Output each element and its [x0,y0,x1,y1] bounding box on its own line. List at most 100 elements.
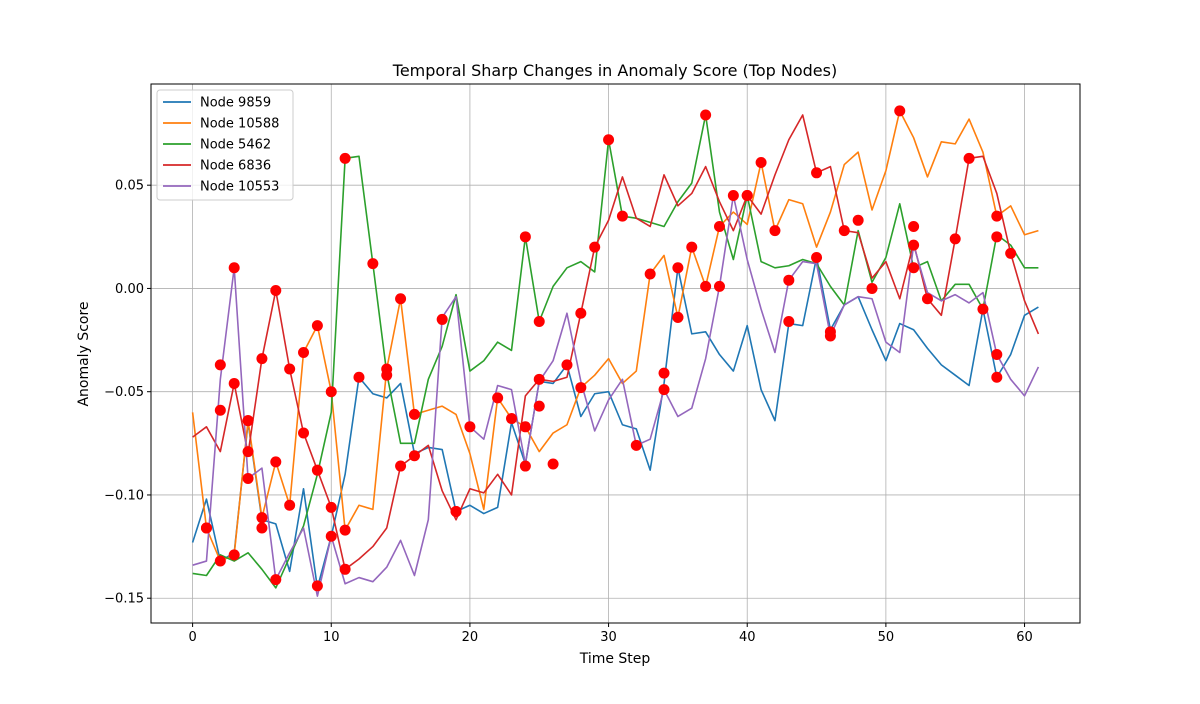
sharp-change-marker [311,580,323,592]
sharp-change-marker [519,421,531,433]
sharp-change-marker [589,241,601,253]
series-line-node-6836 [192,114,1040,571]
sharp-change-marker [339,524,351,536]
sharp-change-marker [700,109,712,121]
legend-label: Node 10588 [200,117,279,132]
y-axis-label: Anomaly Score [76,301,92,406]
sharp-change-marker [284,499,296,511]
sharp-change-marker [311,320,323,332]
sharp-change-marker [700,280,712,292]
series-line-node-5462 [192,114,1039,589]
sharp-change-marker [908,239,920,251]
sharp-change-marker [727,190,739,202]
sharp-change-marker [616,210,628,222]
sharp-change-marker [311,464,323,476]
sharp-change-marker [395,460,407,472]
sharp-change-marker [228,377,240,389]
legend: Node 9859 Node 10588 Node 5462 Node 6836 Nod… [156,89,294,201]
series-lines [191,110,1040,597]
sharp-change-marker [214,404,226,416]
sharp-change-marker [395,293,407,305]
sharp-change-marker [658,384,670,396]
sharp-change-marker [630,439,642,451]
y-tick-label: −0.10 [104,488,144,503]
legend-label: Node 5462 [200,138,271,153]
sharp-change-marker [575,382,587,394]
sharp-change-marker [575,307,587,319]
chart-title: Temporal Sharp Changes in Anomaly Score … [392,61,837,80]
x-axis-label: Time Step [579,651,651,667]
sharp-change-marker [644,268,656,280]
x-tick-label: 30 [600,630,617,645]
sharp-change-marker [921,293,933,305]
x-tick-label: 0 [188,630,196,645]
sharp-change-marker [824,330,836,342]
sharp-change-marker [228,262,240,274]
series-line-node-10588 [191,110,1039,562]
sharp-change-marker [769,225,781,237]
sharp-change-marker [533,400,545,412]
sharp-change-marker [783,274,795,286]
sharp-change-marker [256,522,268,534]
sharp-change-marker [270,574,282,586]
sharp-change-marker [325,501,337,513]
sharp-change-marker [1005,247,1017,259]
sharp-change-marker [547,458,559,470]
series-line-node-9859 [191,256,1039,589]
sharp-change-marker [811,167,823,179]
sharp-change-marker [894,105,906,117]
y-tick-label: 0.05 [115,179,144,194]
sharp-change-marker [256,353,268,365]
sharp-change-marker [325,530,337,542]
sharp-change-marker [214,359,226,371]
sharp-change-marker [200,522,212,534]
sharp-change-marker [852,214,864,226]
legend-label: Node 9859 [200,96,271,111]
sharp-change-marker [270,285,282,297]
sharp-change-marker [963,152,975,164]
series-line-node-10553 [192,194,1040,597]
sharp-change-marker [464,421,476,433]
sharp-change-marker [686,241,698,253]
sharp-change-marker [658,367,670,379]
sharp-change-marker [519,460,531,472]
sharp-change-marker [339,152,351,164]
sharp-change-marker [214,555,226,567]
x-tick-label: 60 [1016,630,1033,645]
sharp-change-marker [450,505,462,517]
sharp-change-marker [353,371,365,383]
sharp-change-marker [408,408,420,420]
sharp-change-marker [242,446,254,458]
sharp-change-marker [866,282,878,294]
x-tick-label: 50 [878,630,895,645]
sharp-change-markers [200,105,1017,592]
sharp-change-marker [783,315,795,327]
sharp-change-marker [811,251,823,263]
y-tick-label: −0.15 [104,592,144,607]
sharp-change-marker [506,413,518,425]
sharp-change-marker [949,233,961,245]
sharp-change-marker [408,450,420,462]
sharp-change-marker [436,313,448,325]
sharp-change-marker [298,427,310,439]
sharp-change-marker [977,303,989,315]
y-tick-label: −0.05 [104,385,144,400]
y-tick-label: 0.00 [115,282,144,297]
y-axis-ticks: −0.15 −0.10 −0.05 0.00 0.05 [104,179,151,607]
sharp-change-marker [672,262,684,274]
sharp-change-marker [519,231,531,243]
sharp-change-marker [561,359,573,371]
sharp-change-marker [533,315,545,327]
sharp-change-marker [242,472,254,484]
sharp-change-marker [270,456,282,468]
legend-label: Node 10553 [200,180,279,195]
plot-area-frame [150,83,1081,624]
sharp-change-marker [991,231,1003,243]
sharp-change-marker [838,225,850,237]
sharp-change-marker [367,258,379,270]
sharp-change-marker [228,549,240,561]
sharp-change-marker [713,220,725,232]
sharp-change-marker [284,363,296,375]
